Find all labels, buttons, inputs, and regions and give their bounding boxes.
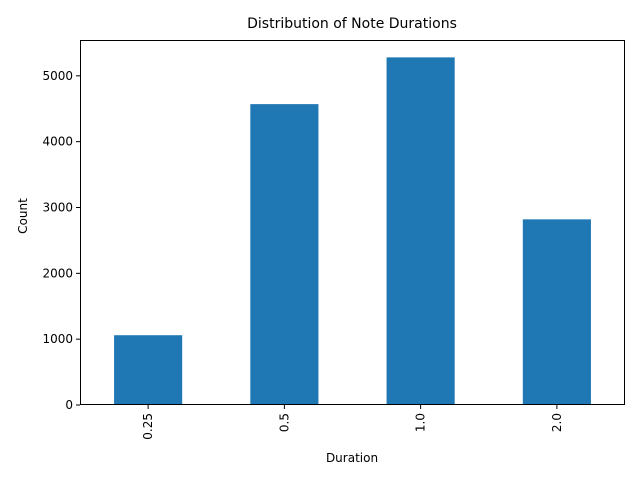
bar-0.25 <box>114 335 183 405</box>
plot-frame <box>80 40 625 405</box>
chart-title: Distribution of Note Durations <box>247 16 457 32</box>
y-tick-label: 3000 <box>42 200 73 214</box>
y-tick-label: 5000 <box>42 69 73 83</box>
x-tick-label: 0.5 <box>277 413 291 432</box>
bar-1.0 <box>386 57 455 405</box>
y-tick-label: 0 <box>65 398 73 412</box>
x-axis: 0.25 0.5 1.0 2.0 <box>141 405 564 440</box>
y-axis-label: Count <box>16 198 30 234</box>
y-axis: 0 1000 2000 3000 4000 5000 <box>42 69 80 412</box>
y-tick-label: 4000 <box>42 135 73 149</box>
x-tick-label: 1.0 <box>414 413 428 432</box>
x-tick-label: 2.0 <box>550 413 564 432</box>
x-axis-label: Duration <box>326 451 378 465</box>
bars-group <box>114 57 591 405</box>
x-tick-label: 0.25 <box>141 413 155 440</box>
y-tick-label: 2000 <box>42 266 73 280</box>
bar-2.0 <box>522 219 591 405</box>
bar-0.5 <box>250 104 319 405</box>
y-tick-label: 1000 <box>42 332 73 346</box>
